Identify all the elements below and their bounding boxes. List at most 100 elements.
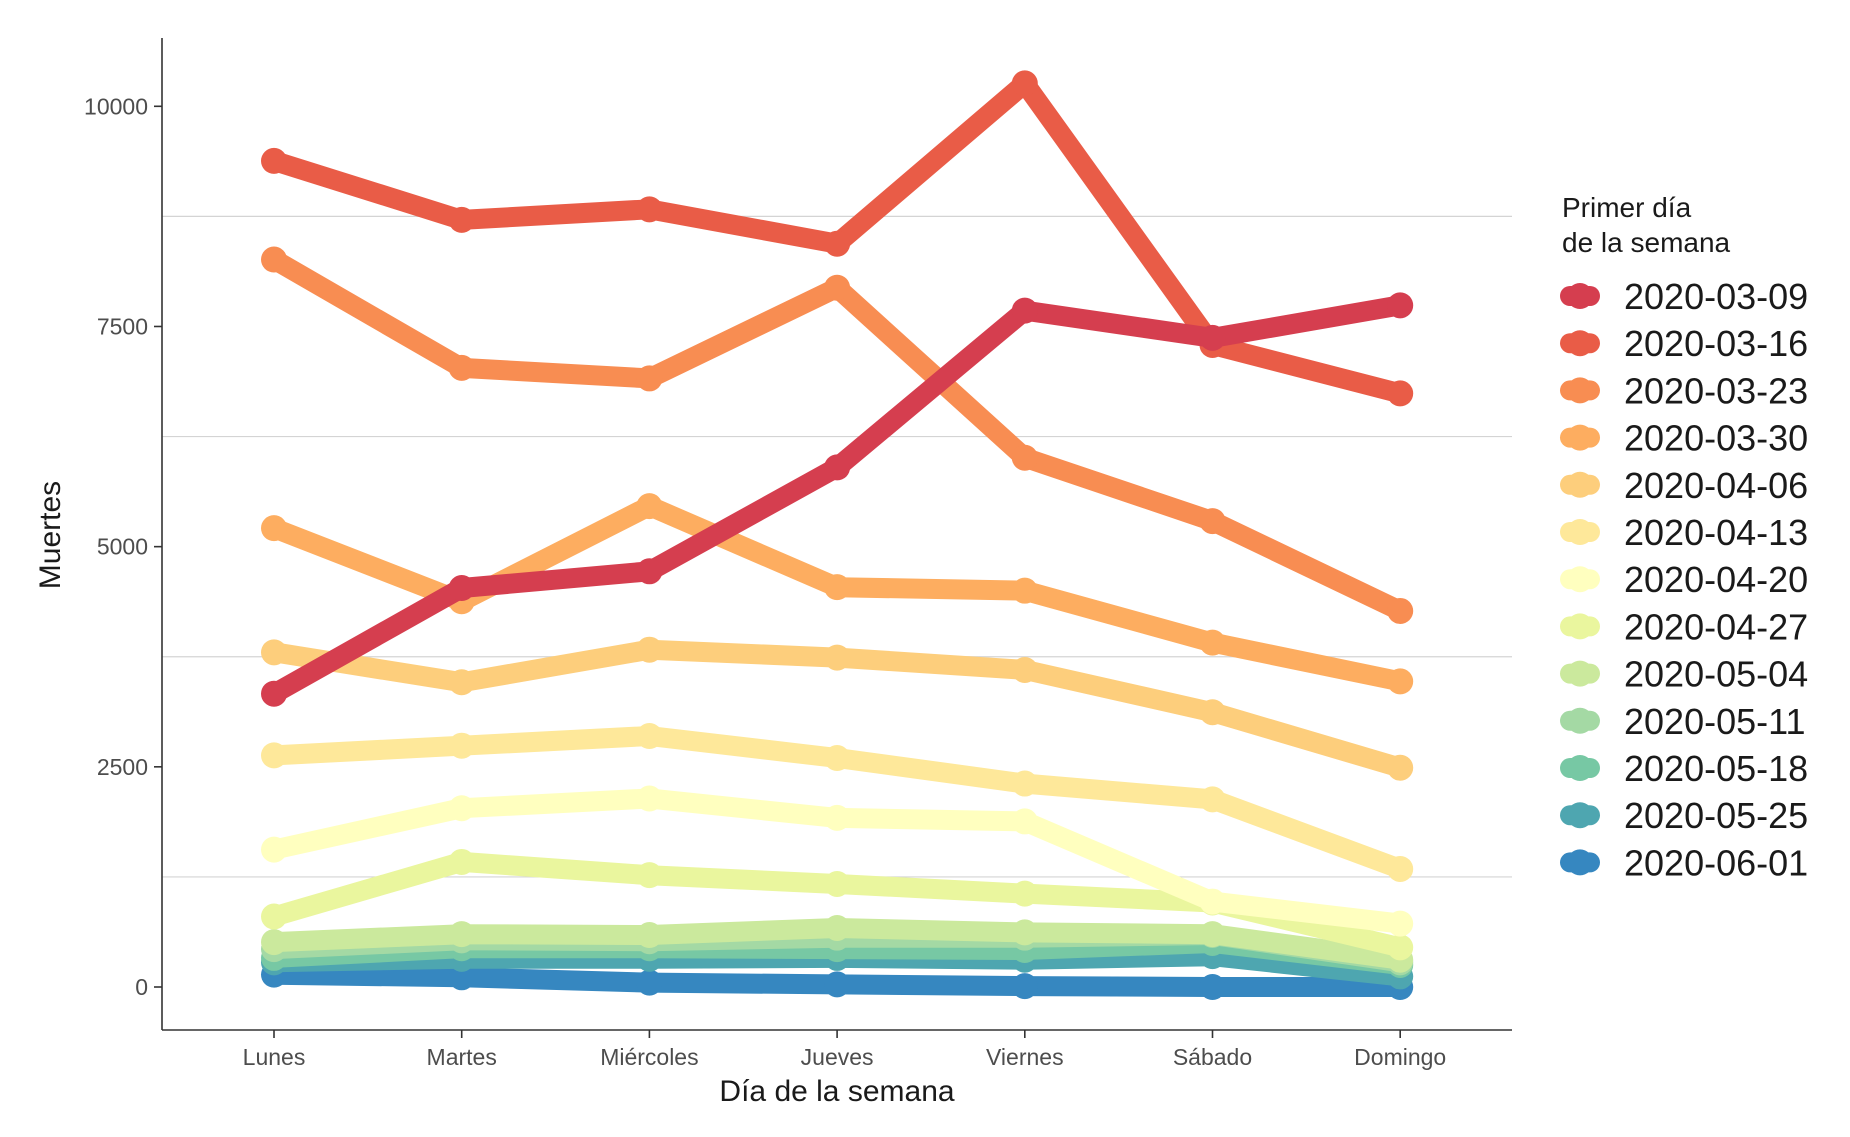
data-point	[636, 493, 663, 520]
data-point	[261, 515, 287, 542]
legend-item: 2020-04-06	[1560, 465, 1808, 506]
data-point	[261, 903, 287, 930]
data-point	[824, 574, 851, 601]
legend-label: 2020-04-27	[1624, 606, 1808, 647]
x-tick-label: Sábado	[1173, 1044, 1252, 1070]
data-point	[1011, 919, 1038, 946]
x-axis-ticks: Lunes Martes Miércoles Jueves Viernes Sábado D…	[243, 1030, 1446, 1070]
legend-swatch-point	[1567, 802, 1593, 829]
legend-title-line-2: de la semana	[1562, 227, 1731, 258]
data-point	[261, 836, 287, 863]
data-point	[1011, 880, 1038, 907]
legend: Primer día de la semana 2020-03-092020-0…	[1560, 192, 1808, 883]
legend-label: 2020-03-23	[1624, 370, 1808, 411]
data-point	[448, 354, 475, 381]
legend-item: 2020-04-13	[1560, 512, 1808, 553]
legend-item: 2020-03-09	[1560, 276, 1808, 317]
data-point	[824, 914, 851, 941]
series-2020-03-09	[261, 292, 1414, 707]
legend-label: 2020-03-30	[1624, 418, 1808, 459]
legend-swatch-point	[1567, 755, 1593, 781]
data-point	[261, 147, 287, 174]
y-tick-label: 2500	[97, 754, 148, 780]
legend-label: 2020-03-16	[1624, 323, 1808, 364]
data-point	[1011, 973, 1038, 1000]
data-point	[1387, 855, 1414, 882]
legend-swatch-point	[1567, 613, 1593, 640]
legend-label: 2020-05-11	[1624, 701, 1805, 742]
x-tick-label: Viernes	[986, 1044, 1064, 1070]
data-point	[1199, 921, 1226, 948]
data-point	[636, 969, 663, 996]
data-point	[261, 929, 287, 956]
legend-swatch-point	[1567, 283, 1593, 309]
legend-title-line-1: Primer día	[1562, 192, 1692, 223]
data-point	[1387, 292, 1414, 319]
legend-label: 2020-04-20	[1624, 559, 1808, 600]
data-point	[448, 575, 475, 602]
series-2020-05-04	[261, 914, 1414, 973]
data-point	[824, 274, 851, 301]
series-lines	[261, 70, 1414, 1000]
data-point	[1011, 577, 1038, 604]
legend-item: 2020-04-27	[1560, 606, 1808, 647]
y-tick-label: 7500	[97, 313, 148, 339]
data-point	[1199, 699, 1226, 726]
data-point	[824, 230, 851, 257]
y-axis-title: Muertes	[34, 481, 67, 589]
data-point	[448, 732, 475, 759]
data-point	[448, 921, 475, 948]
data-point	[1199, 888, 1226, 915]
x-tick-label: Martes	[427, 1044, 497, 1070]
legend-swatch-point	[1567, 660, 1593, 687]
data-point	[1199, 324, 1226, 351]
data-point	[636, 922, 663, 949]
legend-item: 2020-03-16	[1560, 323, 1808, 364]
data-point	[1011, 808, 1038, 835]
data-point	[1387, 754, 1414, 781]
data-point	[1387, 597, 1414, 624]
legend-item: 2020-05-11	[1560, 701, 1805, 742]
data-point	[448, 964, 475, 991]
legend-label: 2020-06-01	[1624, 842, 1808, 883]
data-point	[824, 870, 851, 897]
legend-swatch-point	[1567, 849, 1593, 876]
data-point	[1011, 70, 1038, 97]
y-axis-ticks: 0 2500 5000 7500 10000	[84, 93, 162, 1000]
data-point	[1387, 668, 1414, 695]
data-point	[1199, 974, 1226, 1000]
data-point	[448, 795, 475, 822]
legend-item: 2020-05-04	[1560, 654, 1808, 695]
series-2020-04-20	[261, 785, 1414, 937]
data-point	[1387, 380, 1414, 407]
data-point	[824, 454, 851, 481]
data-point	[261, 639, 287, 666]
data-point	[1011, 770, 1038, 797]
data-point	[636, 862, 663, 889]
data-point	[261, 246, 287, 273]
y-tick-label: 5000	[97, 534, 148, 560]
series-line	[264, 249, 1411, 621]
legend-swatch-point	[1567, 471, 1593, 498]
x-tick-label: Domingo	[1354, 1044, 1446, 1070]
legend-swatch-point	[1567, 377, 1593, 404]
legend-items: 2020-03-09 2020-03-16 2020-03-23 2020-03-30…	[1560, 276, 1808, 883]
legend-label: 2020-05-18	[1624, 748, 1808, 789]
y-tick-label: 0	[135, 974, 148, 1000]
legend-swatch-point	[1567, 519, 1593, 545]
series-2020-04-06	[261, 636, 1414, 781]
legend-label: 2020-03-09	[1624, 276, 1808, 317]
data-point	[1199, 508, 1226, 535]
y-tick-label: 10000	[84, 93, 148, 119]
data-point	[1387, 910, 1414, 937]
data-point	[636, 558, 663, 585]
legend-label: 2020-05-04	[1624, 654, 1808, 695]
data-point	[636, 365, 663, 392]
legend-item: 2020-05-18	[1560, 748, 1808, 789]
legend-swatch-point	[1567, 330, 1593, 357]
data-point	[261, 680, 287, 707]
data-point	[1387, 934, 1414, 961]
data-point	[824, 644, 851, 671]
data-point	[636, 785, 663, 812]
